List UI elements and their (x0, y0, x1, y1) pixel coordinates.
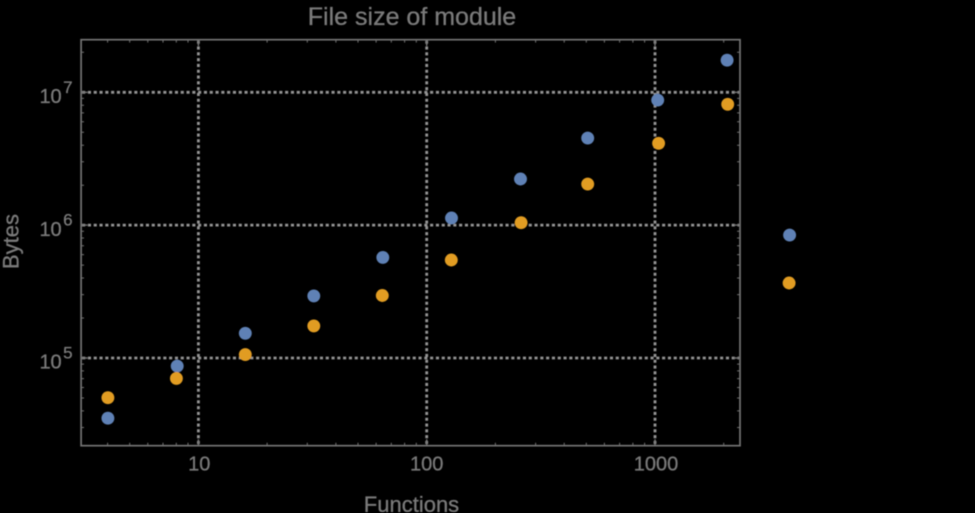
svg-text:File size of module: File size of module (308, 3, 516, 31)
svg-text:10: 10 (188, 454, 210, 476)
svg-text:6: 6 (63, 211, 72, 230)
svg-text:10: 10 (39, 86, 61, 108)
svg-text:100: 100 (410, 454, 443, 476)
svg-text:1000: 1000 (634, 454, 679, 476)
svg-text:10: 10 (39, 219, 61, 241)
svg-text:10: 10 (39, 352, 61, 374)
svg-text:7: 7 (63, 78, 72, 97)
svg-text:Bytes: Bytes (0, 214, 24, 269)
svg-text:5: 5 (63, 344, 72, 363)
svg-text:Functions: Functions (364, 492, 459, 513)
